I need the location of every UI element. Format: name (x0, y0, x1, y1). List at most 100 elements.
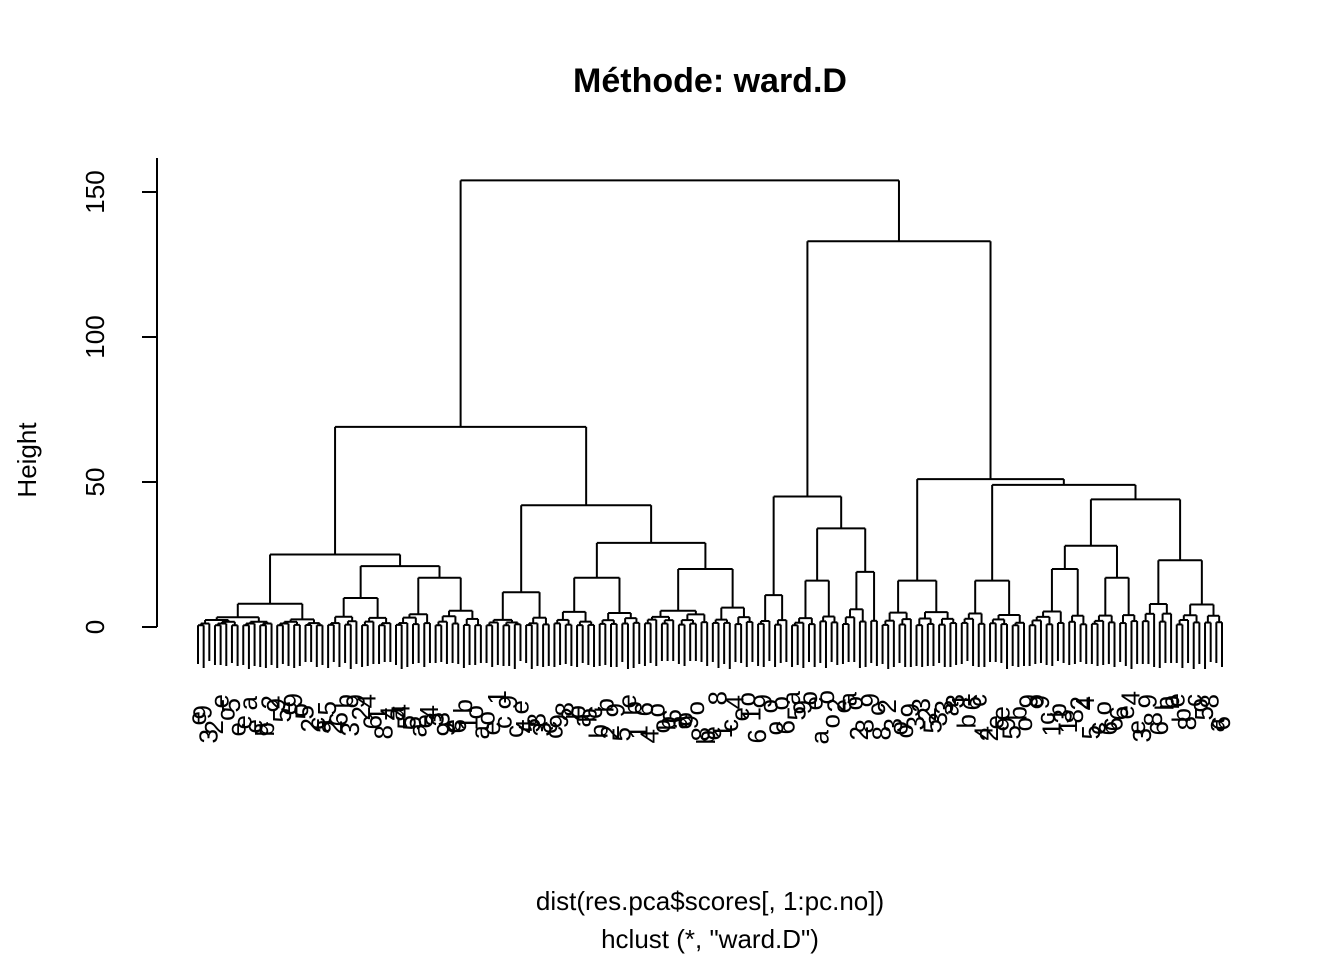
x-axis-label: dist(res.pca$scores[, 1:pc.no]) (536, 886, 884, 916)
leaf-label: 6 (1099, 717, 1129, 731)
leaf-label: 9 (1025, 695, 1055, 709)
leaf-label: 6 (1206, 716, 1236, 730)
leaf-label: c (488, 716, 518, 729)
leaf-label: e (273, 701, 303, 715)
leaf-label: 1 (736, 707, 766, 721)
leaf-label: b (951, 714, 981, 728)
leaf-label: 3 (929, 700, 959, 714)
leaf-label: o (471, 711, 501, 725)
leaf-label: 4 (1070, 696, 1100, 710)
leaf-label: 8 (702, 691, 732, 705)
leaf-label: 2 (974, 727, 1004, 741)
leaf-label: b (572, 708, 602, 722)
leaf-label: 6 (357, 715, 387, 729)
leaf-label: b (1149, 696, 1179, 710)
subtitle: hclust (*, "ward.D") (601, 924, 819, 954)
leaf-label: 9 (431, 722, 461, 736)
leaf-label: o (759, 721, 789, 735)
leaf-label: a (663, 714, 693, 729)
leaf-label: o (284, 703, 314, 717)
leaf-label: c (861, 703, 891, 716)
leaf-label: o (1087, 701, 1117, 715)
leaf-label: 8 (1172, 716, 1202, 730)
leaf-label: b (1166, 708, 1196, 722)
leaf-label: 8 (521, 713, 551, 727)
leaf-label: b (448, 699, 478, 713)
leaf-label: 4 (635, 729, 665, 743)
leaf-label: 3 (527, 722, 557, 736)
leaf-label: 6 (657, 709, 687, 723)
leaf-label: e (408, 714, 438, 728)
leaf-label: 6 (1104, 706, 1134, 720)
leaf-label: 1 (454, 716, 484, 730)
leaf-label: o (1019, 694, 1049, 708)
leaf-label: e (827, 699, 857, 713)
leaf-label: c (1082, 722, 1112, 735)
leaf-label: c (578, 706, 608, 719)
leaf-label: 9 (895, 703, 925, 717)
leaf-label: 3 (335, 722, 365, 736)
leaf-label: o (646, 719, 676, 733)
leaf-label: e (697, 726, 727, 740)
leaf-label: a (306, 718, 336, 733)
leaf-label: a (244, 721, 274, 736)
leaf-label: o (884, 721, 914, 735)
leaf-label: e (239, 719, 269, 733)
leaf-label: c (963, 694, 993, 707)
leaf-label: e (1110, 705, 1140, 719)
leaf-label: c (714, 719, 744, 732)
leaf-label: 9 (787, 700, 817, 714)
leaf-label: 6 (770, 720, 800, 734)
leaf-labels: e932ec5eeaeab295e9o52ca526b39246184a455a… (182, 690, 1236, 744)
leaf-label: 5 (516, 718, 546, 732)
leaf-label: b (250, 722, 280, 736)
leaf-label: 5 (397, 716, 427, 730)
leaf-label: 6 (742, 729, 772, 743)
leaf-label: e (1121, 720, 1151, 734)
leaf-label: b (584, 724, 614, 738)
leaf-label: 1 (1036, 722, 1066, 736)
leaf-label: e (227, 715, 257, 729)
leaf-label: 3 (906, 698, 936, 712)
leaf-label: 9 (261, 698, 291, 712)
leaf-label: b (561, 705, 591, 719)
leaf-label: e (980, 715, 1010, 729)
leaf-label: e (725, 707, 755, 721)
leaf-label: 2 (912, 707, 942, 721)
leaf-label: o (731, 692, 761, 706)
leaf-label: a (567, 712, 597, 727)
leaf-label: 4 (968, 726, 998, 740)
leaf-label: o (459, 705, 489, 719)
leaf-label: o (765, 696, 795, 710)
y-tick-label: 100 (80, 315, 110, 358)
leaf-label: e (985, 706, 1015, 720)
leaf-label: 3 (940, 694, 970, 708)
leaf-label: 2 (1065, 696, 1095, 710)
leaf-label: 3 (878, 718, 908, 732)
leaf-label: 6 (1093, 721, 1123, 735)
leaf-label: 4 (1115, 691, 1145, 705)
leaf-label: 4 (510, 719, 540, 733)
leaf-label: 3 (1048, 709, 1078, 723)
leaf-label: o (816, 714, 846, 728)
leaf-label: b (1042, 703, 1072, 717)
leaf-label: 8 (867, 726, 897, 740)
leaf-label: 2 (346, 706, 376, 720)
leaf-label: 8 (850, 719, 880, 733)
leaf-label: a (1200, 717, 1230, 732)
leaf-label: o (889, 724, 919, 738)
leaf-label: 6 (629, 702, 659, 716)
leaf-label: 2 (318, 720, 348, 734)
leaf-label: c (1178, 694, 1208, 707)
leaf-label: 5 (216, 698, 246, 712)
leaf-label: 1 (708, 724, 738, 738)
leaf-label: 8 (369, 725, 399, 739)
leaf-label: 8 (550, 702, 580, 716)
leaf-label: 2 (256, 695, 286, 709)
leaf-label: 5 (606, 727, 636, 741)
leaf-label: 4 (374, 706, 404, 720)
leaf-label: 5 (997, 725, 1027, 739)
leaf-label: 8 (1059, 709, 1089, 723)
leaf-label: 8 (686, 727, 716, 741)
y-tick-label: 50 (80, 468, 110, 497)
